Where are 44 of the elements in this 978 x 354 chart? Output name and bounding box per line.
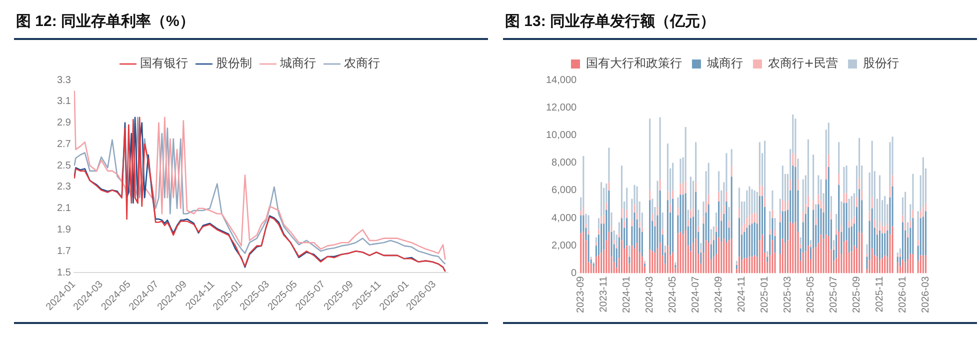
y-tick-label: 14,000	[546, 74, 578, 86]
y-tick-label: 2,000	[552, 240, 578, 252]
x-tick-label: 2023-11	[598, 276, 610, 312]
legend-label: 城商行	[279, 56, 316, 70]
legend-label: 城商行	[706, 56, 743, 70]
y-tick-label: 2.3	[56, 182, 72, 193]
y-tick-label: 12,000	[546, 102, 578, 114]
x-tick-label: 2026-03	[920, 276, 932, 314]
y-tick-label: 3.1	[56, 96, 72, 108]
legend-label: 农商行	[344, 56, 380, 70]
x-tick-label: 2026-01	[897, 276, 908, 314]
y-tick-label: 10,000	[546, 130, 578, 141]
legend-label: 国有大行和政策行	[586, 56, 682, 70]
y-tick-label: 3.3	[56, 74, 72, 86]
x-tick-label: 2024-05	[668, 276, 679, 314]
x-tick-label: 2025-05	[806, 276, 817, 314]
y-tick-label: 1.9	[56, 224, 72, 236]
x-tick-label: 2024-07	[690, 276, 702, 314]
y-tick-label: 2.9	[56, 118, 72, 129]
x-tick-label: 2025-01	[760, 276, 771, 314]
y-tick-label: 1.7	[56, 246, 72, 257]
x-tick-label: 2025-09	[852, 276, 862, 314]
y-tick-label: 2.7	[56, 138, 72, 150]
x-tick-label: 2025-03	[782, 276, 794, 314]
y-tick-label: 6,000	[552, 185, 578, 196]
legend-label: 股份行	[863, 56, 900, 70]
x-tick-label: 2024-09	[714, 276, 725, 314]
x-tick-label: 2024-11	[736, 276, 748, 312]
y-tick-label: 2.1	[56, 203, 72, 214]
legend-label: 国有银行	[140, 56, 188, 70]
legend-label: 农商行+民营	[768, 56, 838, 70]
x-tick-label: 2025-07	[828, 276, 840, 314]
x-tick-label: 2024-01	[622, 276, 633, 314]
y-tick-label: 8,000	[552, 158, 578, 169]
x-tick-label: 2023-09	[576, 276, 587, 314]
x-tick-label: 2024-03	[644, 276, 656, 314]
y-tick-label: 1.5	[56, 267, 72, 278]
y-tick-label: 4,000	[552, 212, 578, 224]
x-tick-label: 2025-11	[874, 276, 886, 312]
legend-label: 股份制	[216, 56, 252, 70]
y-tick-label: 2.5	[56, 160, 72, 172]
chart-title: 图 13: 同业存单发行额（亿元）	[505, 12, 716, 31]
y-tick-label: 0	[571, 268, 578, 280]
chart-title: 图 12: 同业存单利率（%）	[16, 12, 194, 31]
